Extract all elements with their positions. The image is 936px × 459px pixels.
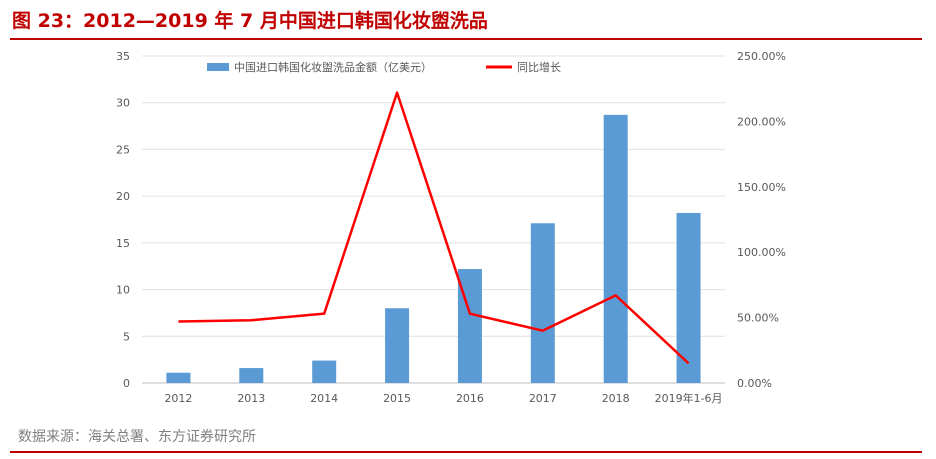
line-series <box>178 91 690 365</box>
bar <box>239 368 264 383</box>
x-tick-label: 2015 <box>383 392 411 405</box>
legend-label-line: 同比增长 <box>517 60 561 74</box>
x-tick-label: 2014 <box>310 392 338 405</box>
legend-swatch-bar <box>207 63 229 71</box>
right-tick-label: 0.00% <box>737 377 772 390</box>
bar <box>530 223 555 383</box>
x-axis-ticks: 2012 2013 2014 2015 2016 2017 2018 2019年1-6月 <box>164 391 722 405</box>
title-divider <box>10 38 922 40</box>
left-tick-label: 0 <box>123 377 130 390</box>
x-tick-label: 2016 <box>456 392 484 405</box>
bar <box>603 114 628 384</box>
bar <box>385 308 410 383</box>
bar <box>676 212 701 383</box>
combo-chart: 0 5 10 15 20 25 30 35 0.00% 50.00% 100.00% 150.00%… <box>116 50 786 405</box>
left-tick-label: 5 <box>123 330 130 343</box>
x-tick-label: 2019年1-6月 <box>655 391 723 405</box>
legend: 中国进口韩国化妆盥洗品金额（亿美元） 同比增长 <box>207 60 561 74</box>
legend-label-bar: 中国进口韩国化妆盥洗品金额（亿美元） <box>234 60 432 74</box>
left-tick-label: 35 <box>116 50 130 63</box>
right-tick-label: 150.00% <box>737 181 786 194</box>
right-tick-label: 100.00% <box>737 246 786 259</box>
left-tick-label: 30 <box>116 97 130 110</box>
right-tick-label: 50.00% <box>737 312 779 325</box>
x-tick-label: 2018 <box>602 392 630 405</box>
left-tick-label: 25 <box>116 143 130 156</box>
left-tick-label: 15 <box>116 237 130 250</box>
right-axis-ticks: 0.00% 50.00% 100.00% 150.00% 200.00% 250.00% <box>737 50 786 390</box>
x-tick-label: 2013 <box>237 392 265 405</box>
bottom-divider <box>10 451 922 453</box>
right-tick-label: 200.00% <box>737 115 786 128</box>
growth-line <box>178 91 690 365</box>
bar <box>312 360 337 383</box>
left-tick-label: 10 <box>116 284 130 297</box>
right-tick-label: 250.00% <box>737 50 786 63</box>
left-tick-label: 20 <box>116 190 130 203</box>
x-tick-label: 2012 <box>164 392 192 405</box>
gridlines <box>142 55 725 384</box>
source-note: 数据来源：海关总署、东方证券研究所 <box>18 429 256 445</box>
bar <box>166 372 191 383</box>
left-axis-ticks: 0 5 10 15 20 25 30 35 <box>116 50 130 390</box>
bar-series <box>166 114 701 384</box>
figure-title: 图 23：2012—2019 年 7 月中国进口韩国化妆盥洗品 <box>12 10 488 32</box>
x-tick-label: 2017 <box>529 392 557 405</box>
